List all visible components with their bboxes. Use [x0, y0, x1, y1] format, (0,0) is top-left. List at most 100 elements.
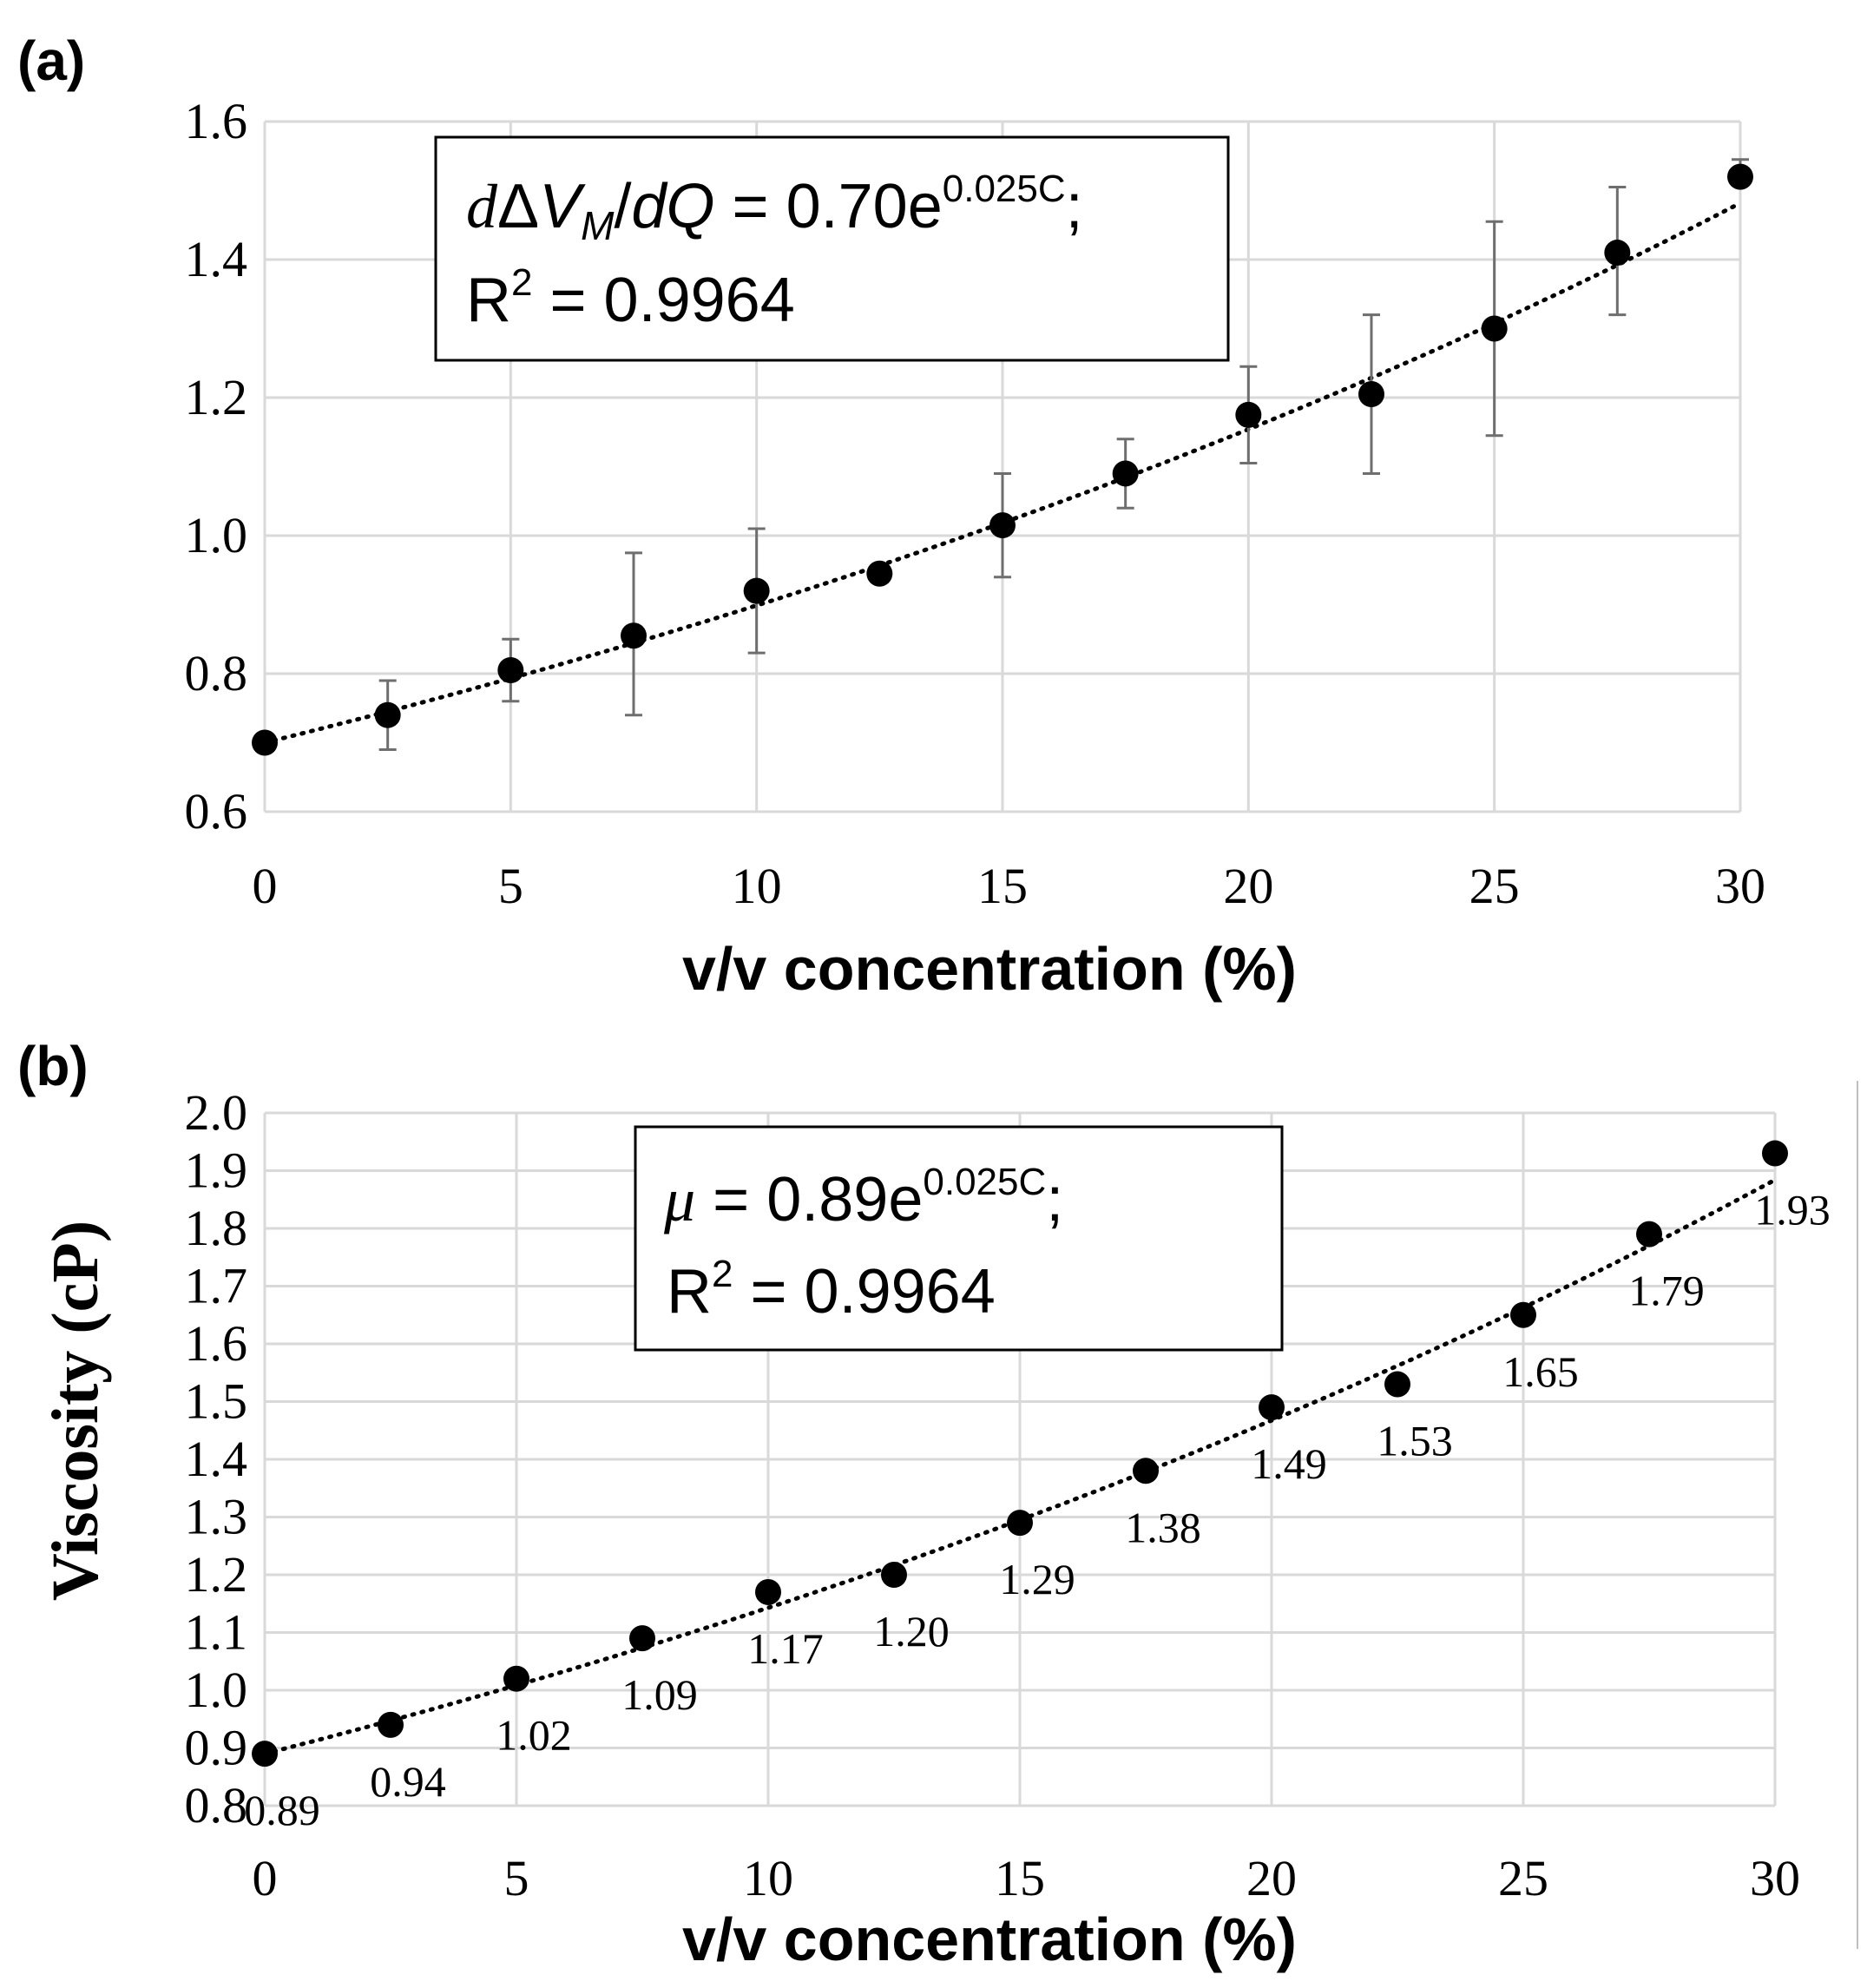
panel-b-data-points — [252, 1140, 1788, 1767]
data-label: 1.79 — [1628, 1267, 1705, 1315]
data-point — [497, 657, 524, 684]
data-point — [374, 701, 401, 728]
eq-b-r: R — [667, 1257, 712, 1326]
y-tick-label: 1.4 — [185, 1431, 248, 1487]
panel-a-equation-line2: R2 = 0.9964 — [466, 261, 795, 335]
x-tick-label: 30 — [1750, 1850, 1800, 1906]
data-label: 0.89 — [244, 1786, 320, 1834]
x-tick-label: 20 — [1246, 1850, 1297, 1906]
x-tick-label: 5 — [504, 1850, 529, 1906]
data-point — [1510, 1301, 1536, 1328]
panel-a: (a) 0.6 0.8 1.0 1.2 1.4 1.6 0 5 10 15 20 25 30 v/v … — [17, 30, 1765, 1003]
y-tick-label: 1.5 — [185, 1373, 248, 1430]
data-point — [1112, 460, 1139, 487]
eq-a-dq: dQ — [631, 172, 714, 241]
eq-a-sub: M — [581, 203, 615, 248]
panel-a-x-tick-labels: 0 5 10 15 20 25 30 — [253, 858, 1766, 914]
data-label: 1.29 — [999, 1555, 1075, 1603]
data-point — [252, 729, 278, 756]
data-label: 1.17 — [747, 1624, 824, 1673]
data-label: 1.53 — [1377, 1417, 1453, 1465]
panel-a-y-tick-labels: 0.6 0.8 1.0 1.2 1.4 1.6 — [185, 93, 248, 839]
eq-a-r2-sup: 2 — [511, 261, 532, 304]
data-point — [1235, 401, 1262, 428]
data-label: 1.02 — [496, 1711, 572, 1760]
panel-a-equation-line1: dΔVM/dQ = 0.70e0.025C; — [466, 168, 1083, 248]
data-point — [1133, 1458, 1159, 1484]
eq-a-exp: 0.025C — [943, 168, 1066, 210]
x-tick-label: 25 — [1498, 1850, 1548, 1906]
data-point — [1481, 315, 1508, 342]
panel-a-x-axis-title: v/v concentration (%) — [682, 935, 1297, 1003]
y-tick-label: 1.8 — [185, 1200, 248, 1256]
y-tick-label: 1.4 — [185, 231, 248, 287]
x-tick-label: 0 — [253, 1850, 278, 1906]
panel-b-equation-frame — [634, 1125, 1284, 1352]
data-label: 1.65 — [1502, 1347, 1579, 1396]
data-label: 1.49 — [1251, 1439, 1327, 1488]
eq-a-slash: / — [614, 172, 631, 241]
data-point — [503, 1665, 529, 1692]
data-label: 1.93 — [1754, 1186, 1831, 1234]
data-point — [1727, 163, 1753, 190]
y-tick-label: 1.6 — [185, 93, 248, 149]
data-label: 1.20 — [873, 1607, 950, 1656]
eq-b-r2-sup: 2 — [712, 1253, 733, 1295]
panel-a-equation-frame — [434, 135, 1230, 362]
data-label: 0.94 — [370, 1757, 446, 1806]
data-point — [1762, 1140, 1788, 1167]
y-tick-label: 1.6 — [185, 1315, 248, 1372]
eq-a-r: R — [466, 266, 511, 335]
data-point — [1384, 1371, 1410, 1398]
data-point — [1259, 1394, 1285, 1421]
y-tick-label: 0.8 — [185, 1777, 248, 1833]
y-tick-label: 0.8 — [185, 645, 248, 701]
eq-a-rhs: = 0.70e — [715, 172, 943, 241]
x-tick-label: 20 — [1223, 858, 1273, 914]
panel-b-gridlines — [263, 1111, 1777, 1807]
panel-a-label: (a) — [17, 30, 85, 92]
data-point — [743, 577, 770, 604]
eq-b-mu: μ — [663, 1165, 695, 1234]
y-tick-label: 1.2 — [185, 1546, 248, 1603]
y-tick-label: 0.6 — [185, 783, 248, 839]
data-point — [1604, 240, 1631, 267]
data-point — [1007, 1510, 1033, 1537]
eq-a-delta: Δ — [497, 172, 539, 241]
eq-a-semi: ; — [1066, 172, 1083, 241]
data-point — [252, 1741, 278, 1767]
panel-a-equation-box: dΔVM/dQ = 0.70e0.025C; R2 = 0.9964 — [434, 135, 1230, 362]
eq-b-semi: ; — [1046, 1165, 1063, 1234]
eq-a-d: d — [466, 172, 498, 241]
x-tick-label: 30 — [1715, 858, 1765, 914]
y-tick-label: 1.0 — [185, 507, 248, 563]
x-tick-label: 25 — [1469, 858, 1520, 914]
x-tick-label: 15 — [977, 858, 1028, 914]
data-point — [881, 1562, 907, 1588]
eq-a-r2-value: = 0.9964 — [532, 266, 794, 335]
x-tick-label: 5 — [498, 858, 523, 914]
panel-b-x-axis-title: v/v concentration (%) — [682, 1906, 1297, 1973]
panel-b-x-tick-labels: 0 5 10 15 20 25 30 — [253, 1850, 1801, 1906]
eq-a-v: V — [539, 172, 586, 241]
panel-b-label: (b) — [17, 1035, 89, 1097]
data-point — [1636, 1221, 1662, 1247]
panel-b-data-labels: 0.89 0.94 1.02 1.09 1.17 1.20 1.29 1.38 1.49 1.53… — [244, 1186, 1831, 1835]
data-label: 1.09 — [621, 1670, 698, 1719]
panel-b: (b) 0.890.941.021.091.17 1.201.291.381.49… — [17, 1035, 1831, 1973]
data-point — [989, 512, 1016, 539]
data-point — [378, 1711, 404, 1738]
y-tick-label: 1.0 — [185, 1662, 248, 1718]
panel-b-y-tick-labels: 0.80.91.01.11.21.31.41.51.61.71.81.92.0 — [185, 1084, 248, 1833]
y-tick-label: 1.3 — [185, 1489, 248, 1545]
data-point — [1358, 381, 1384, 408]
y-tick-label: 1.7 — [185, 1258, 248, 1314]
eq-b-rhs: = 0.89e — [695, 1165, 923, 1234]
y-tick-label: 0.9 — [185, 1720, 248, 1776]
panel-b-equation-box: μ = 0.89e0.025C; R2 = 0.9964 — [634, 1125, 1284, 1352]
panel-b-equation-line2: R2 = 0.9964 — [667, 1253, 996, 1326]
x-tick-label: 0 — [253, 858, 278, 914]
panel-b-y-axis-title: Viscosity (cP) — [39, 1221, 112, 1601]
x-tick-label: 15 — [995, 1850, 1045, 1906]
